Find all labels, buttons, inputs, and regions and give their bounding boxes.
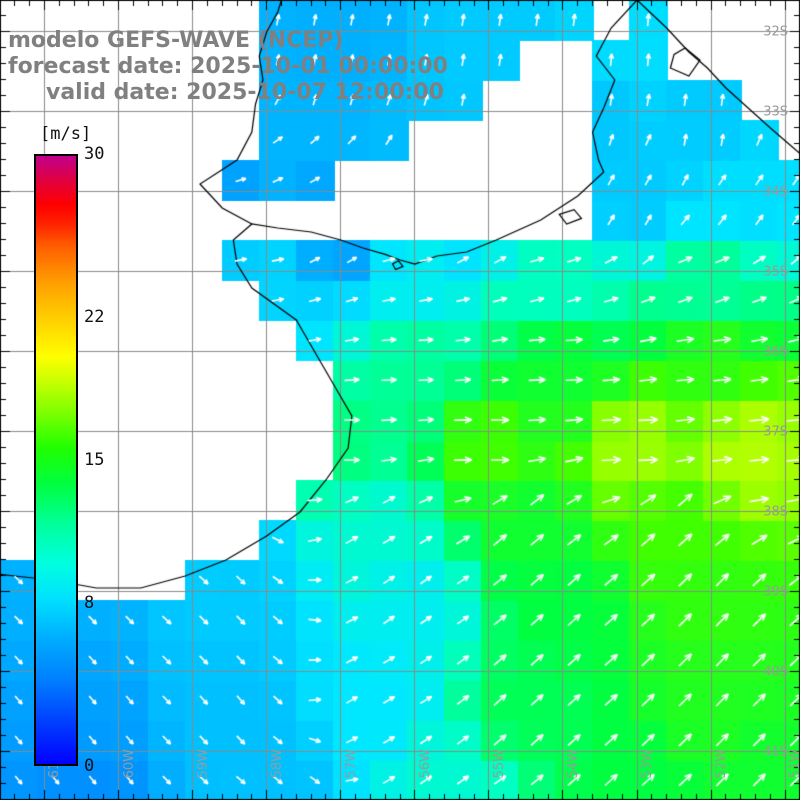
colorbar: [m/s] 30 22 15 8 0	[34, 124, 104, 776]
colorbar-tick-15: 15	[84, 450, 105, 470]
colorbar-gradient	[34, 154, 78, 766]
colorbar-tick-30: 30	[84, 144, 105, 164]
colorbar-tick-8: 8	[84, 592, 95, 613]
colorbar-tick-22: 22	[84, 307, 105, 328]
colorbar-unit-label: [m/s]	[40, 124, 92, 144]
colorbar-tick-0: 0	[84, 756, 95, 776]
